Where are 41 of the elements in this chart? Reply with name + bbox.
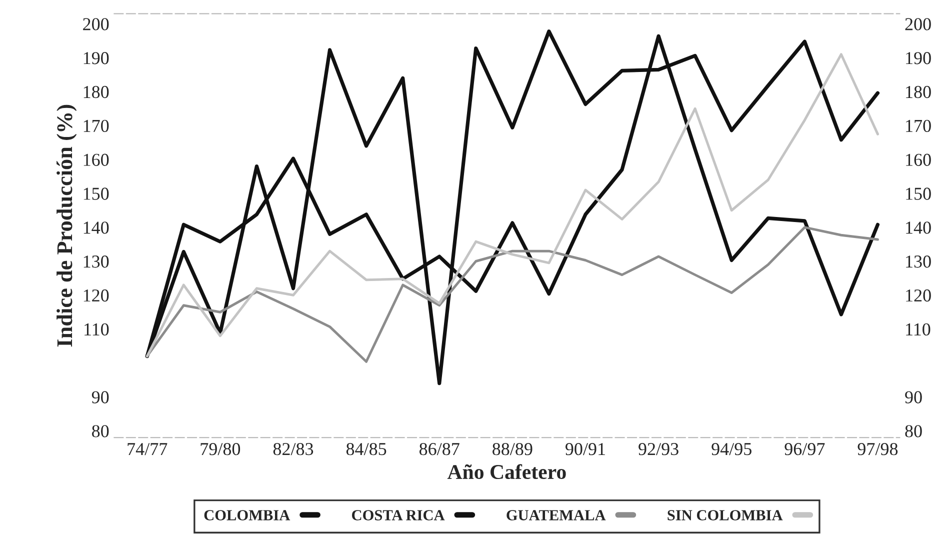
x-tick-label: 86/87: [419, 442, 460, 456]
x-tick-label: 92/93: [638, 443, 678, 456]
y2-tick-label: 130: [906, 256, 931, 268]
y2-tick-label: 140: [906, 222, 931, 234]
legend-label: COSTA RICA: [352, 510, 445, 520]
x-tick-label: 90/91: [566, 442, 605, 456]
y-tick-label: 110: [84, 323, 109, 336]
y2-tick-label: 80: [905, 425, 922, 438]
y-tick-label: 80: [92, 425, 109, 438]
x-tick-label: 94/95: [712, 443, 752, 456]
y-tick-label: 150: [84, 188, 109, 200]
x-tick-label: 84/85: [346, 442, 386, 456]
legend-label: SIN COLOMBIA: [668, 510, 783, 520]
y2-tick-label: 170: [906, 120, 931, 132]
y2-tick-label: 90: [905, 391, 922, 404]
y-axis-title: Indice de Producción (%): [56, 104, 77, 347]
x-tick-label: 79/80: [200, 442, 240, 456]
y-tick-label: 140: [84, 222, 109, 234]
y2-tick-label: 190: [906, 52, 931, 64]
y-tick-label: 200: [83, 18, 109, 30]
x-tick-label: 88/89: [492, 442, 532, 456]
y2-tick-label: 200: [905, 18, 931, 30]
y2-tick-label: 160: [906, 154, 931, 166]
y2-tick-label: 150: [906, 188, 931, 200]
y-tick-label: 120: [84, 289, 109, 302]
legend-label: COLOMBIA: [204, 510, 290, 520]
x-tick-label: 82/83: [273, 442, 314, 456]
x-tick-label: 74/77: [128, 443, 168, 456]
x-tick-label: 97/98: [858, 442, 898, 456]
legend-label: GUATEMALA: [506, 510, 606, 520]
y2-tick-label: 120: [906, 289, 931, 302]
x-tick-label: 96/97: [784, 443, 825, 456]
y-tick-label: 90: [92, 391, 109, 404]
y-tick-label: 130: [84, 256, 109, 268]
x-axis-title: Año Cafetero: [447, 464, 566, 480]
y-tick-label: 180: [84, 86, 109, 98]
y2-tick-label: 110: [906, 323, 930, 336]
y2-tick-label: 180: [906, 86, 931, 98]
y-tick-label: 160: [84, 154, 109, 166]
y-tick-label: 170: [84, 120, 109, 132]
y-tick-label: 190: [84, 52, 109, 64]
